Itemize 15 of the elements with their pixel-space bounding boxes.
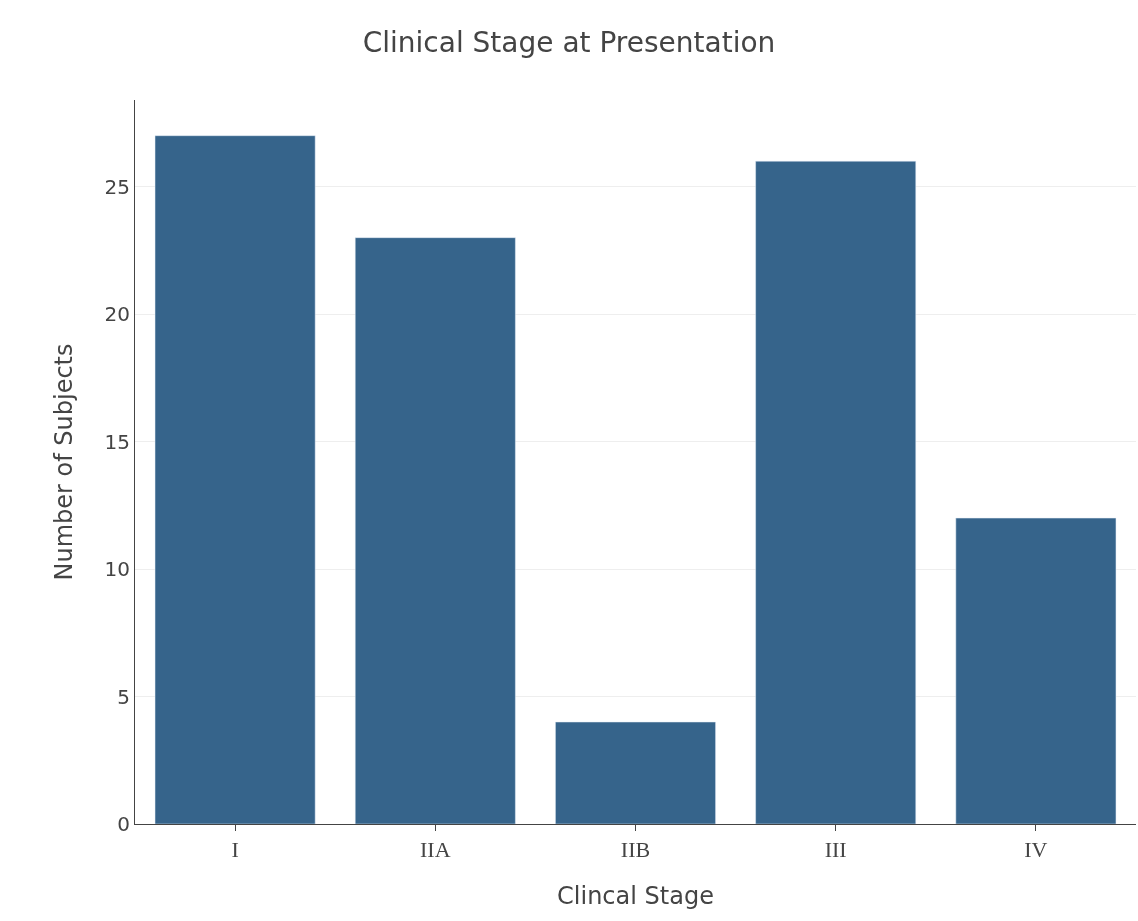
y-tick-label: 20	[104, 302, 130, 327]
x-tick-label: IIA	[420, 837, 451, 863]
x-tick-label: III	[824, 837, 847, 863]
y-tick-label: 15	[104, 429, 130, 454]
y-tick-label: 10	[104, 557, 130, 582]
y-tick-label: 25	[104, 174, 130, 199]
y-axis-title: Number of Subjects	[49, 343, 78, 581]
y-tick-label: 0	[117, 812, 130, 836]
bar	[555, 721, 716, 824]
x-tick-label: I	[231, 837, 239, 863]
x-tick-label: IV	[1024, 837, 1048, 863]
x-axis-title: Clincal Stage	[557, 881, 714, 910]
x-tick-label: IIB	[620, 837, 651, 863]
y-tick-label: 5	[117, 684, 130, 709]
chart-title: Clinical Stage at Presentation	[362, 25, 776, 59]
